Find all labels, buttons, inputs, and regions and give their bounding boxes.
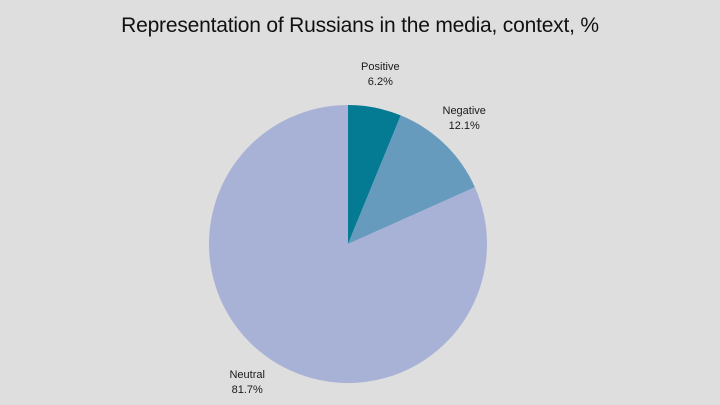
slice-label-value: 6.2%: [368, 76, 393, 88]
slice-label-value: 81.7%: [232, 384, 263, 396]
chart-title: Representation of Russians in the media,…: [121, 14, 599, 37]
slices-layer: [209, 105, 488, 383]
slice-label-value: 12.1%: [449, 120, 480, 132]
slice-label-name: Positive: [361, 61, 400, 73]
pie-slice-negative: [348, 115, 475, 244]
slice-label-neutral: Neutral 81.7%: [229, 369, 264, 396]
labels-layer: Positive 6.2% Negative 12.1% Neutral 81.7%: [229, 61, 485, 396]
slice-label-name: Negative: [443, 105, 486, 117]
slice-label-name: Neutral: [229, 369, 264, 381]
pie-slice-positive: [348, 105, 401, 244]
slice-label-positive: Positive 6.2%: [361, 61, 400, 88]
slice-label-negative: Negative 12.1%: [443, 105, 486, 132]
pie-slice-neutral: [209, 105, 488, 383]
